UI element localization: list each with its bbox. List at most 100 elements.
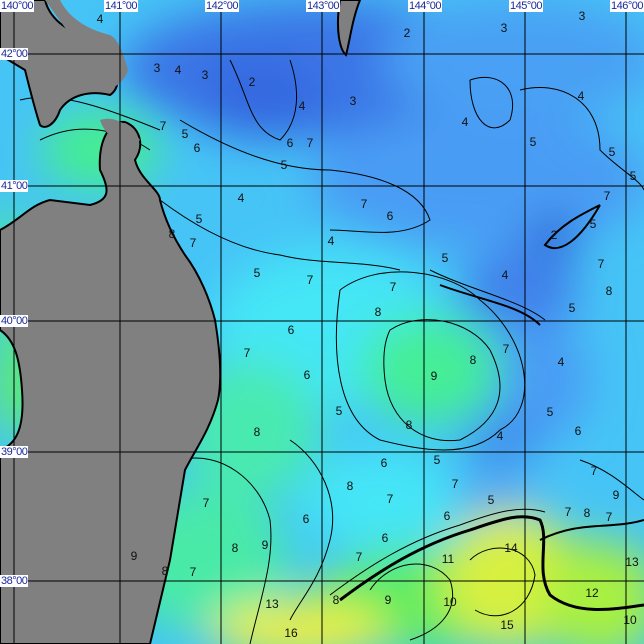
isotherm-label: 5 — [488, 493, 495, 507]
isotherm-label: 6 — [303, 512, 310, 526]
isotherm-contours — [19, 59, 644, 644]
isotherm-label: 5 — [434, 453, 441, 467]
isotherm-label: 6 — [381, 456, 388, 470]
isotherm-label: 4 — [299, 99, 306, 113]
isotherm-label: 5 — [336, 404, 343, 418]
isotherm-label: 7 — [606, 510, 613, 524]
land — [0, 0, 362, 644]
latitude-label: 39°00 — [0, 446, 29, 458]
isotherm-label: 5 — [569, 301, 576, 315]
isotherm-label: 7 — [356, 550, 363, 564]
isotherm-label: 6 — [304, 368, 311, 382]
isotherm-label: 5 — [530, 135, 537, 149]
isotherm-label: 5 — [630, 169, 637, 183]
isotherm-label: 11 — [442, 552, 455, 566]
latitude-label: 41°00 — [0, 180, 29, 192]
isotherm-label: 4 — [462, 115, 469, 129]
isotherm-label: 13 — [625, 555, 639, 569]
isotherm-label: 9 — [613, 488, 620, 502]
isotherm-label: 7 — [307, 136, 314, 150]
latitude-label: 42°00 — [0, 48, 29, 60]
isotherm-label: 7 — [390, 280, 397, 294]
isotherm-label: 7 — [244, 346, 251, 360]
isotherm-label: 2 — [249, 75, 256, 89]
isotherm-label: 8 — [333, 593, 340, 607]
isotherm-label: 6 — [287, 136, 294, 150]
isotherm-label: 3 — [202, 68, 209, 82]
isotherm-label: 7 — [190, 236, 197, 250]
isotherm-label: 13 — [265, 597, 279, 611]
isotherm-label: 14 — [504, 541, 518, 555]
isotherm-label: 6 — [444, 509, 451, 523]
isotherm-label: 5 — [609, 145, 616, 159]
isotherm-label: 5 — [182, 127, 189, 141]
isotherm-label: 8 — [584, 506, 591, 520]
longitude-label: 140°00 — [0, 0, 34, 12]
isotherm-label: 3 — [579, 9, 586, 23]
longitude-label: 143°00 — [306, 0, 340, 12]
isotherm-label: 7 — [598, 257, 605, 271]
land-erimo-cape — [336, 0, 362, 57]
isotherm-label: 5 — [196, 212, 203, 226]
isotherm-label: 8 — [375, 305, 382, 319]
isotherm-label: 6 — [288, 323, 295, 337]
isotherm-label: 9 — [431, 369, 438, 383]
isotherm-label: 8 — [406, 418, 413, 432]
isotherm-label: 5 — [254, 266, 261, 280]
isotherm-label: 7 — [307, 273, 314, 287]
land-hokkaido-top — [45, 0, 128, 90]
isotherm-label: 7 — [160, 119, 167, 133]
isotherm-label: 2 — [551, 228, 558, 242]
isotherm-label: 3 — [350, 94, 357, 108]
isotherm-label: 6 — [382, 531, 389, 545]
isotherm-label: 7 — [565, 505, 572, 519]
isotherm-label: 10 — [623, 613, 637, 627]
isotherm-label: 7 — [203, 496, 210, 510]
isotherm-label: 7 — [503, 342, 510, 356]
isotherm-label: 4 — [497, 429, 504, 443]
isotherm-label: 8 — [470, 353, 477, 367]
isotherm-label: 5 — [547, 405, 554, 419]
isotherm-label: 16 — [284, 626, 298, 640]
isotherm-label: 4 — [558, 355, 565, 369]
longitude-label: 141°00 — [104, 0, 138, 12]
isotherm-label: 7 — [387, 492, 394, 506]
isotherm-label: 12 — [585, 586, 599, 600]
isotherm-label: 8 — [232, 541, 239, 555]
latitude-label: 38°00 — [0, 575, 29, 587]
isotherm-label: 6 — [194, 141, 201, 155]
isotherm-label: 7 — [361, 197, 368, 211]
isotherm-label: 8 — [169, 227, 176, 241]
isotherm-label: 6 — [575, 424, 582, 438]
isotherm-label: 7 — [591, 464, 598, 478]
isotherm-label: 8 — [254, 425, 261, 439]
isotherm-label: 9 — [262, 538, 269, 552]
isotherm-label: 4 — [328, 234, 335, 248]
isotherm-label: 7 — [452, 477, 459, 491]
isotherm-label: 15 — [500, 618, 514, 632]
isotherm-label: 10 — [443, 595, 457, 609]
isotherm-label: 9 — [385, 593, 392, 607]
isotherm-label: 5 — [281, 158, 288, 172]
isotherm-label: 6 — [387, 209, 394, 223]
isotherm-label: 7 — [190, 565, 197, 579]
isotherm-label: 5 — [442, 251, 449, 265]
isotherm-label: 8 — [606, 284, 613, 298]
longitude-label: 145°00 — [509, 0, 543, 12]
isotherm-label: 4 — [175, 63, 182, 77]
longitude-label: 144°00 — [408, 0, 442, 12]
longitude-label: 142°00 — [205, 0, 239, 12]
isotherm-label: 8 — [347, 479, 354, 493]
isotherm-label: 9 — [131, 549, 138, 563]
isotherm-label: 7 — [604, 189, 611, 203]
isotherm-label: 8 — [162, 564, 169, 578]
isotherm-label: 4 — [238, 191, 245, 205]
isotherm-label: 2 — [404, 26, 411, 40]
latitude-label: 40°00 — [0, 315, 29, 327]
isotherm-label: 4 — [502, 268, 509, 282]
longitude-label: 146°00 — [610, 0, 644, 12]
